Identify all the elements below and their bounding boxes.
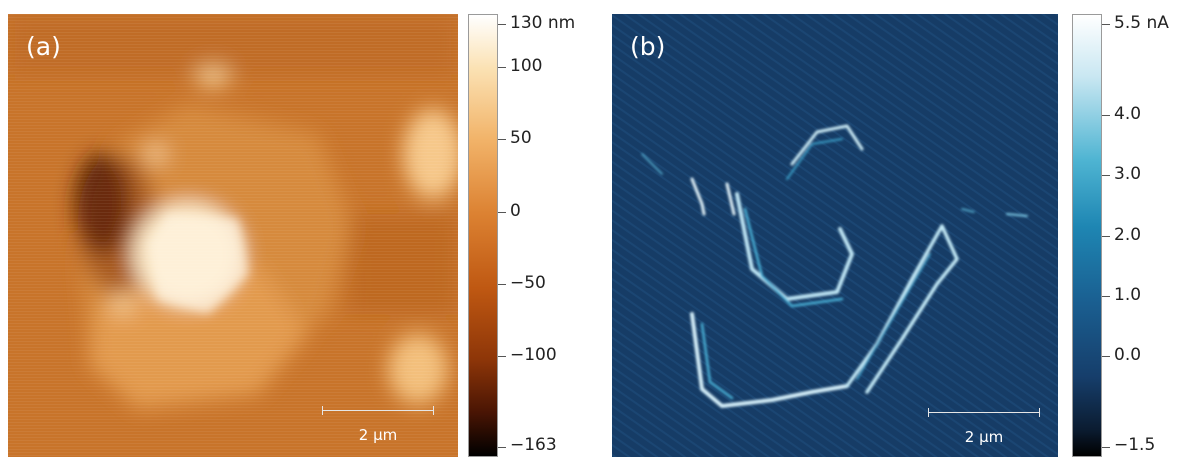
height-colorbar-tick-label: −100 bbox=[510, 345, 557, 365]
current-colorbar-tick bbox=[1102, 447, 1110, 448]
current-colorbar-tick-label: 2.0 bbox=[1114, 225, 1142, 245]
current-colorbar-tick bbox=[1102, 115, 1110, 116]
height-colorbar-tick-label: 130 nm bbox=[510, 13, 576, 33]
height-colorbar-tick bbox=[498, 24, 506, 25]
current-colorbar-tick-label: −1.5 bbox=[1114, 435, 1156, 455]
panel-label-b: (b) bbox=[630, 32, 666, 61]
height-colorbar-tick-label: −163 bbox=[510, 435, 557, 455]
current-colorbar-tick bbox=[1102, 296, 1110, 297]
scale-bar-label-b: 2 μm bbox=[964, 428, 1004, 446]
height-colorbar-tick-label: −50 bbox=[510, 273, 546, 293]
height-colorbar-tick bbox=[498, 212, 506, 213]
current-colorbar bbox=[1072, 14, 1102, 457]
scale-bar-a bbox=[322, 406, 434, 421]
current-colorbar-tick bbox=[1102, 356, 1110, 357]
current-colorbar-tick bbox=[1102, 24, 1110, 25]
current-colorbar-tick-label: 0.0 bbox=[1114, 345, 1142, 365]
height-colorbar-tick bbox=[498, 356, 506, 357]
height-colorbar-tick-label: 100 bbox=[510, 56, 543, 76]
height-colorbar-tick bbox=[498, 67, 506, 68]
height-colorbar-tick-label: 0 bbox=[510, 201, 521, 221]
current-colorbar-tick-label: 1.0 bbox=[1114, 285, 1142, 305]
current-colorbar-tick bbox=[1102, 175, 1110, 176]
current-colorbar-tick-label: 4.0 bbox=[1114, 104, 1142, 124]
current-image-panel: (b) 2 μm bbox=[612, 14, 1058, 457]
panel-label-a: (a) bbox=[26, 32, 61, 61]
topography-image bbox=[8, 14, 458, 457]
current-colorbar-tick-label: 3.0 bbox=[1114, 164, 1142, 184]
current-colorbar-tick bbox=[1102, 236, 1110, 237]
height-colorbar-tick-label: 50 bbox=[510, 128, 532, 148]
height-colorbar bbox=[468, 14, 498, 457]
height-colorbar-tick bbox=[498, 139, 506, 140]
current-colorbar-tick-label: 5.5 nA bbox=[1114, 13, 1169, 33]
height-colorbar-tick bbox=[498, 447, 506, 448]
topography-image-panel: (a) 2 μm bbox=[8, 14, 458, 457]
scale-bar-b bbox=[928, 408, 1040, 423]
height-colorbar-tick bbox=[498, 284, 506, 285]
current-image bbox=[612, 14, 1058, 457]
scale-bar-label-a: 2 μm bbox=[358, 426, 398, 444]
